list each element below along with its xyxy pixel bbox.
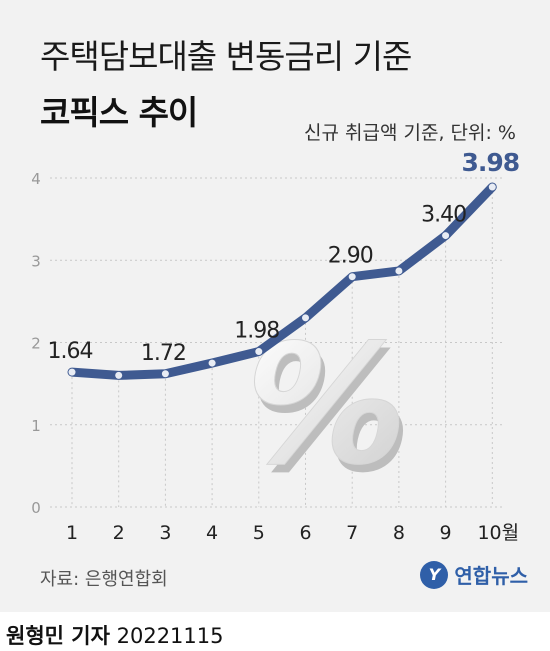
data-point [115,371,123,379]
data-point [395,267,403,275]
series-line [67,182,497,380]
infographic-card: 주택담보대출 변동금리 기준 코픽스 추이 신규 취급액 기준, 단위: % %… [0,0,550,612]
data-point [302,314,309,322]
y-tick-label: 2 [31,335,41,353]
data-point [348,273,356,281]
y-tick-label: 3 [31,252,41,270]
x-tick-label: 10월 [477,522,519,544]
x-tick-label: 1 [66,522,78,544]
data-label: 1.98 [234,319,279,344]
y-tick-label: 0 [31,499,41,517]
byline: 원형민 기자 20221115 [6,620,224,650]
data-label: 1.64 [48,339,93,364]
source-note: 자료: 은행연합회 [40,569,168,590]
line-chart: % % 1.64 1.721.982.903.403.98 1 2 3 4 5 6 7 8 9 10… [31,148,520,544]
chart-subtitle: 코픽스 추이 [40,93,198,132]
data-label: 2.90 [328,244,373,269]
x-tick-label: 9 [440,522,452,544]
x-tick-label: 4 [206,522,218,544]
data-point [255,348,263,356]
data-label: 3.40 [421,203,466,228]
data-point [488,183,496,191]
byline-date: 20221115 [116,624,224,648]
x-tick-label: 8 [393,522,405,544]
x-tick-label: 5 [253,522,265,544]
y-tick-label: 4 [31,170,41,188]
data-label: 3.98 [461,148,519,177]
data-point [161,370,169,378]
unit-note: 신규 취급액 기준, 단위: % [304,122,516,144]
data-label: 1.72 [141,341,186,366]
yonhap-logo: Y 연합뉴스 [420,560,528,589]
x-tick-label: 3 [159,522,171,544]
logo-mark-icon: Y [420,560,449,589]
data-point [68,368,76,376]
x-tick-label: 6 [299,522,311,544]
x-tick-label: 7 [346,522,358,544]
byline-name: 원형민 기자 [6,624,110,648]
y-tick-label: 1 [31,417,41,435]
logo-text: 연합뉴스 [454,564,528,588]
chart-title: 주택담보대출 변동금리 기준 [40,37,412,76]
data-point [208,359,216,367]
x-tick-label: 2 [113,522,125,544]
data-point [442,232,450,240]
